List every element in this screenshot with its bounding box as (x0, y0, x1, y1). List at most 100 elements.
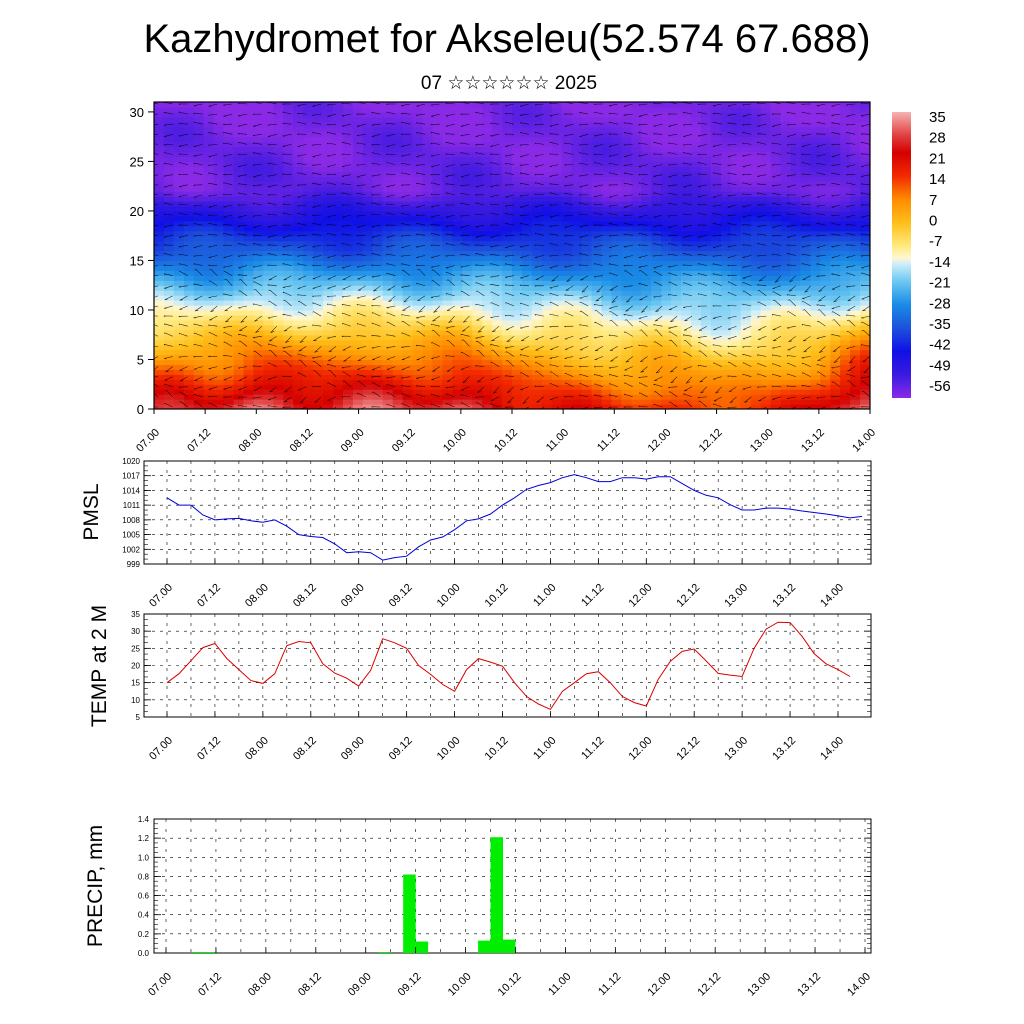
x-tick-label: 11.00 (544, 427, 571, 454)
colorbar-label: -42 (929, 337, 951, 354)
page-subtitle: 07 ☆☆☆☆☆☆ 2025 (420, 73, 598, 94)
x-tick-label: 09.12 (387, 735, 415, 763)
colorbar-label: -35 (929, 316, 951, 333)
y-tick-label: 35 (131, 610, 140, 619)
x-tick-label: 08.00 (243, 735, 271, 763)
y-tick-label: 30 (130, 105, 144, 120)
y-tick-label: 5 (136, 713, 141, 722)
y-tick-label: 15 (130, 253, 144, 268)
x-tick-label: 12.00 (645, 971, 673, 999)
y-tick-label: 20 (130, 204, 144, 219)
y-tick-label: 0.8 (138, 872, 150, 881)
y-tick-label: 15 (131, 679, 140, 688)
precip-grid (154, 819, 871, 953)
y-tick-label: 25 (131, 644, 140, 653)
colorbar-label: 28 (929, 130, 946, 147)
wind-barbs (154, 102, 870, 409)
x-tick-label: 12.12 (674, 735, 702, 763)
temp-axes: 5 10 15 20 25 30 35 07.00 07.12 08.00 08.12 09.00 09… (131, 610, 871, 763)
y-tick-label: 1005 (122, 531, 140, 540)
x-tick-label: 10.12 (483, 582, 511, 610)
colorbar-label: 7 (929, 192, 937, 209)
cross-section-panel: 0 5 10 15 20 25 30 07.00 07.12 08.00 08.12 09.00 09… (130, 101, 878, 455)
y-tick-label: 0.0 (138, 949, 150, 958)
x-tick-label: 09.00 (339, 582, 367, 610)
x-tick-label: 09.00 (339, 427, 367, 455)
precip-bar (203, 952, 216, 953)
colorbar-label: 0 (929, 213, 937, 230)
x-tick-label: 08.12 (296, 971, 324, 999)
pmsl-frame (143, 460, 872, 565)
y-tick-label: 0.6 (138, 892, 150, 901)
x-tick-label: 11.12 (595, 427, 622, 454)
y-tick-label: 1008 (122, 516, 140, 525)
x-tick-label: 12.12 (674, 582, 702, 610)
x-tick-label: 11.00 (531, 582, 558, 609)
colorbar-label: -28 (929, 295, 951, 312)
y-tick-label: 1014 (122, 486, 140, 495)
pmsl-y-label: PMSL (80, 483, 103, 540)
colorbar: 35 28 21 14 7 0 -7 -14 -21 -28 -35 -42 -49 -56 (892, 109, 951, 398)
pmsl-grid (144, 461, 871, 564)
y-tick-label: 0.2 (138, 930, 150, 939)
precip-bar (503, 939, 516, 953)
colorbar-ramp (892, 112, 911, 398)
colorbar-label: -49 (929, 357, 951, 374)
colorbar-label: 35 (929, 109, 946, 126)
x-tick-label: 11.12 (596, 971, 623, 998)
x-tick-label: 08.12 (291, 735, 319, 763)
y-tick-label: 20 (131, 662, 140, 671)
x-tick-label: 13.00 (748, 427, 776, 455)
colorbar-label: -14 (929, 254, 951, 271)
pmsl-axes: 999 1002 1005 1008 1011 1014 1017 1020 07.00 07.1… (122, 457, 871, 610)
x-tick-label: 09.00 (346, 971, 374, 999)
x-tick-label: 12.00 (646, 427, 674, 455)
x-tick-label: 07.12 (195, 582, 223, 610)
x-tick-label: 12.12 (695, 971, 723, 999)
x-tick-label: 08.12 (288, 427, 316, 455)
x-tick-label: 14.00 (818, 735, 846, 763)
wind-barb-paths (154, 102, 870, 409)
cross-section-y-axis: 0 5 10 15 20 25 30 (130, 105, 154, 417)
x-tick-label: 07.00 (147, 735, 175, 763)
colorbar-label: -21 (929, 275, 951, 292)
y-tick-label: 1011 (123, 501, 141, 510)
x-tick-label: 12.12 (697, 427, 725, 455)
x-tick-label: 12.00 (626, 582, 654, 610)
y-tick-label: 0.4 (138, 911, 150, 920)
precip-bar (490, 837, 503, 953)
x-tick-label: 14.00 (850, 427, 878, 455)
x-tick-label: 08.00 (246, 971, 274, 999)
x-tick-label: 11.12 (579, 735, 606, 762)
x-tick-label: 07.00 (147, 582, 175, 610)
precip-axes: 0.0 0.2 0.4 0.6 0.8 1.0 1.2 1.4 07.00 07.12 08.00 0… (138, 815, 873, 999)
pmsl-series-line (166, 474, 863, 561)
x-tick-label: 07.00 (134, 427, 162, 455)
x-tick-label: 11.12 (579, 582, 606, 609)
x-tick-label: 13.00 (745, 971, 773, 999)
temperature-field (154, 102, 870, 409)
precip-bar (478, 940, 491, 953)
y-tick-label: 1.4 (138, 815, 150, 824)
precip-bar (378, 952, 391, 953)
colorbar-label: -7 (929, 233, 942, 250)
x-tick-label: 10.12 (496, 971, 524, 999)
x-tick-label: 08.00 (243, 582, 271, 610)
x-tick-label: 09.12 (396, 971, 424, 999)
x-tick-label: 08.00 (236, 427, 264, 455)
cross-section-x-axis: 07.00 07.12 08.00 08.12 09.00 09.12 10.00 10.12… (134, 409, 878, 455)
x-tick-label: 13.00 (722, 582, 750, 610)
x-tick-label: 10.00 (435, 735, 463, 763)
page-title: Kazhydromet for Akseleu(52.574 67.688) (143, 17, 871, 61)
x-tick-label: 11.00 (531, 735, 558, 762)
y-tick-label: 25 (130, 154, 144, 169)
y-tick-label: 999 (127, 560, 141, 569)
x-tick-label: 09.12 (390, 427, 418, 455)
x-tick-label: 10.00 (446, 971, 474, 999)
x-tick-label: 10.12 (492, 427, 520, 455)
precip-frame (153, 818, 872, 954)
temp-panel: 5 10 15 20 25 30 35 07.00 07.12 08.00 08.12 09.00 09… (88, 605, 872, 763)
precip-bar (191, 952, 204, 953)
x-tick-label: 10.12 (483, 735, 511, 763)
